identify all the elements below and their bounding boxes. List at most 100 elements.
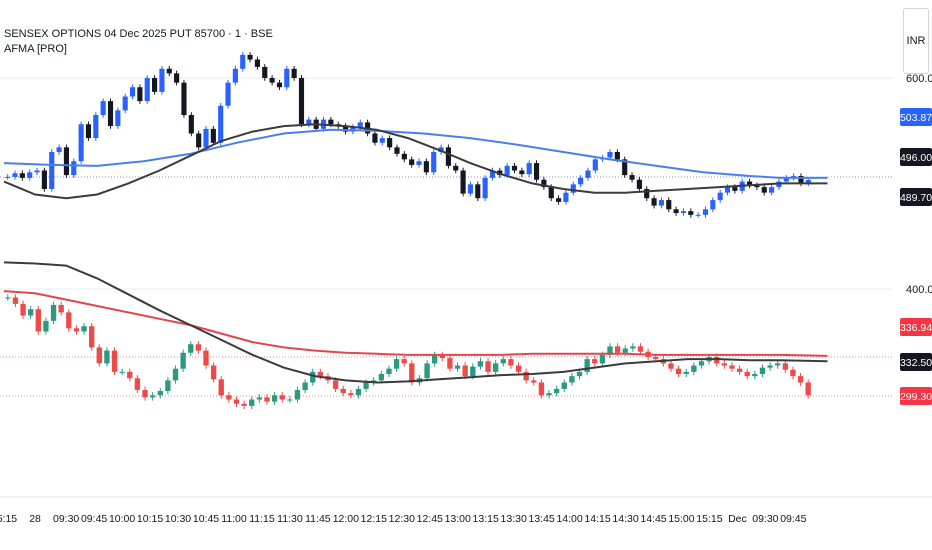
candle-body bbox=[306, 119, 312, 125]
candle-body bbox=[482, 177, 488, 199]
candle-body bbox=[284, 68, 290, 88]
candle-body bbox=[424, 363, 430, 379]
y-tick-label: 400.00 bbox=[906, 284, 932, 296]
x-tick-label: 10:30 bbox=[165, 513, 191, 525]
candle-body bbox=[210, 128, 216, 143]
indicator-label[interactable]: AFMA [PRO] bbox=[4, 43, 67, 55]
candle-body bbox=[805, 382, 811, 396]
candle-body bbox=[96, 347, 102, 364]
candle-body bbox=[78, 124, 84, 162]
candle-body bbox=[576, 371, 583, 377]
price-label-black: 496.00 bbox=[900, 152, 932, 164]
price-label-blue: 503.87 bbox=[900, 112, 932, 124]
candle-body bbox=[710, 200, 716, 210]
candle-body bbox=[767, 365, 773, 368]
x-tick-label: 09:45 bbox=[780, 513, 806, 525]
candle-body bbox=[188, 114, 194, 134]
candle-body bbox=[256, 397, 263, 400]
candle-body bbox=[511, 165, 518, 171]
x-tick-label: 13:00 bbox=[445, 513, 471, 525]
candle-body bbox=[783, 177, 789, 182]
candle-body bbox=[310, 371, 316, 383]
x-tick-label: 14:30 bbox=[612, 513, 638, 525]
candle-body bbox=[675, 368, 682, 375]
price-label-black-3: 332.50 bbox=[900, 357, 932, 369]
candle-body bbox=[378, 374, 384, 381]
candle-body bbox=[357, 122, 363, 128]
candle-body bbox=[668, 363, 674, 369]
candle-body bbox=[673, 209, 679, 214]
candle-body bbox=[769, 187, 775, 193]
candle-body bbox=[752, 374, 758, 377]
candle-body bbox=[477, 361, 484, 367]
candle-body bbox=[107, 101, 114, 127]
candle-body bbox=[553, 388, 560, 394]
candle-body bbox=[294, 389, 301, 400]
candle-body bbox=[12, 173, 18, 177]
candle-body bbox=[729, 365, 735, 369]
candle-body bbox=[775, 363, 781, 366]
candle-body bbox=[226, 395, 232, 400]
candle-body bbox=[218, 379, 224, 396]
red-ma-line bbox=[3, 290, 828, 357]
currency-button[interactable]: INR bbox=[903, 8, 929, 74]
candle-body bbox=[561, 382, 567, 389]
x-tick-label: 11:30 bbox=[277, 513, 303, 525]
candle-body bbox=[569, 376, 575, 383]
x-tick-label: 10:45 bbox=[193, 513, 219, 525]
candle-body bbox=[302, 382, 308, 390]
candle-body bbox=[355, 388, 362, 396]
candle-body bbox=[254, 59, 260, 67]
candle-body bbox=[225, 82, 231, 106]
candle-body bbox=[630, 346, 636, 349]
candle-body bbox=[622, 348, 628, 353]
candle-body bbox=[100, 101, 106, 115]
candle-body bbox=[721, 363, 728, 366]
candle-body bbox=[492, 363, 499, 372]
x-tick-label: 14:15 bbox=[584, 513, 610, 525]
candle-body bbox=[409, 159, 415, 165]
candle-body bbox=[432, 354, 438, 364]
candle-body bbox=[348, 393, 354, 396]
x-tick-label: 09:30 bbox=[752, 513, 778, 525]
candle-body bbox=[438, 147, 444, 152]
candle-body bbox=[453, 165, 459, 171]
candle-body bbox=[157, 391, 163, 396]
candle-body bbox=[232, 68, 238, 83]
candle-body bbox=[240, 54, 246, 69]
candle-body bbox=[50, 304, 57, 321]
candle-body bbox=[651, 198, 657, 206]
candle-body bbox=[541, 179, 547, 188]
x-tick-label: 28 bbox=[29, 513, 41, 525]
candle-body bbox=[115, 110, 121, 127]
candle-body bbox=[111, 350, 118, 372]
candle-body bbox=[485, 361, 491, 372]
candle-body bbox=[317, 371, 324, 377]
candle-body bbox=[5, 297, 11, 299]
candle-body bbox=[134, 378, 141, 390]
candle-body bbox=[249, 399, 255, 406]
candle-body bbox=[519, 170, 525, 175]
candle-body bbox=[584, 359, 590, 372]
candle-body bbox=[467, 184, 474, 194]
candle-body bbox=[688, 211, 694, 215]
candle-body bbox=[508, 359, 514, 366]
x-tick-label: 12:00 bbox=[333, 513, 359, 525]
price-label-black-2-bg bbox=[900, 188, 932, 206]
candle-body bbox=[332, 380, 339, 389]
candle-body bbox=[504, 165, 510, 176]
candle-body bbox=[462, 365, 468, 377]
candle-body bbox=[744, 371, 750, 377]
candle-body bbox=[181, 82, 187, 115]
candle-body bbox=[416, 161, 422, 165]
x-tick-label: 14:00 bbox=[556, 513, 582, 525]
candle-body bbox=[683, 371, 689, 375]
candle-body bbox=[736, 368, 743, 372]
x-tick-label: 12:45 bbox=[417, 513, 443, 525]
candle-body bbox=[41, 170, 47, 189]
candle-body bbox=[570, 184, 576, 193]
candle-body bbox=[188, 344, 194, 353]
black-ma-line-top bbox=[3, 123, 828, 200]
candle-body bbox=[165, 380, 171, 392]
